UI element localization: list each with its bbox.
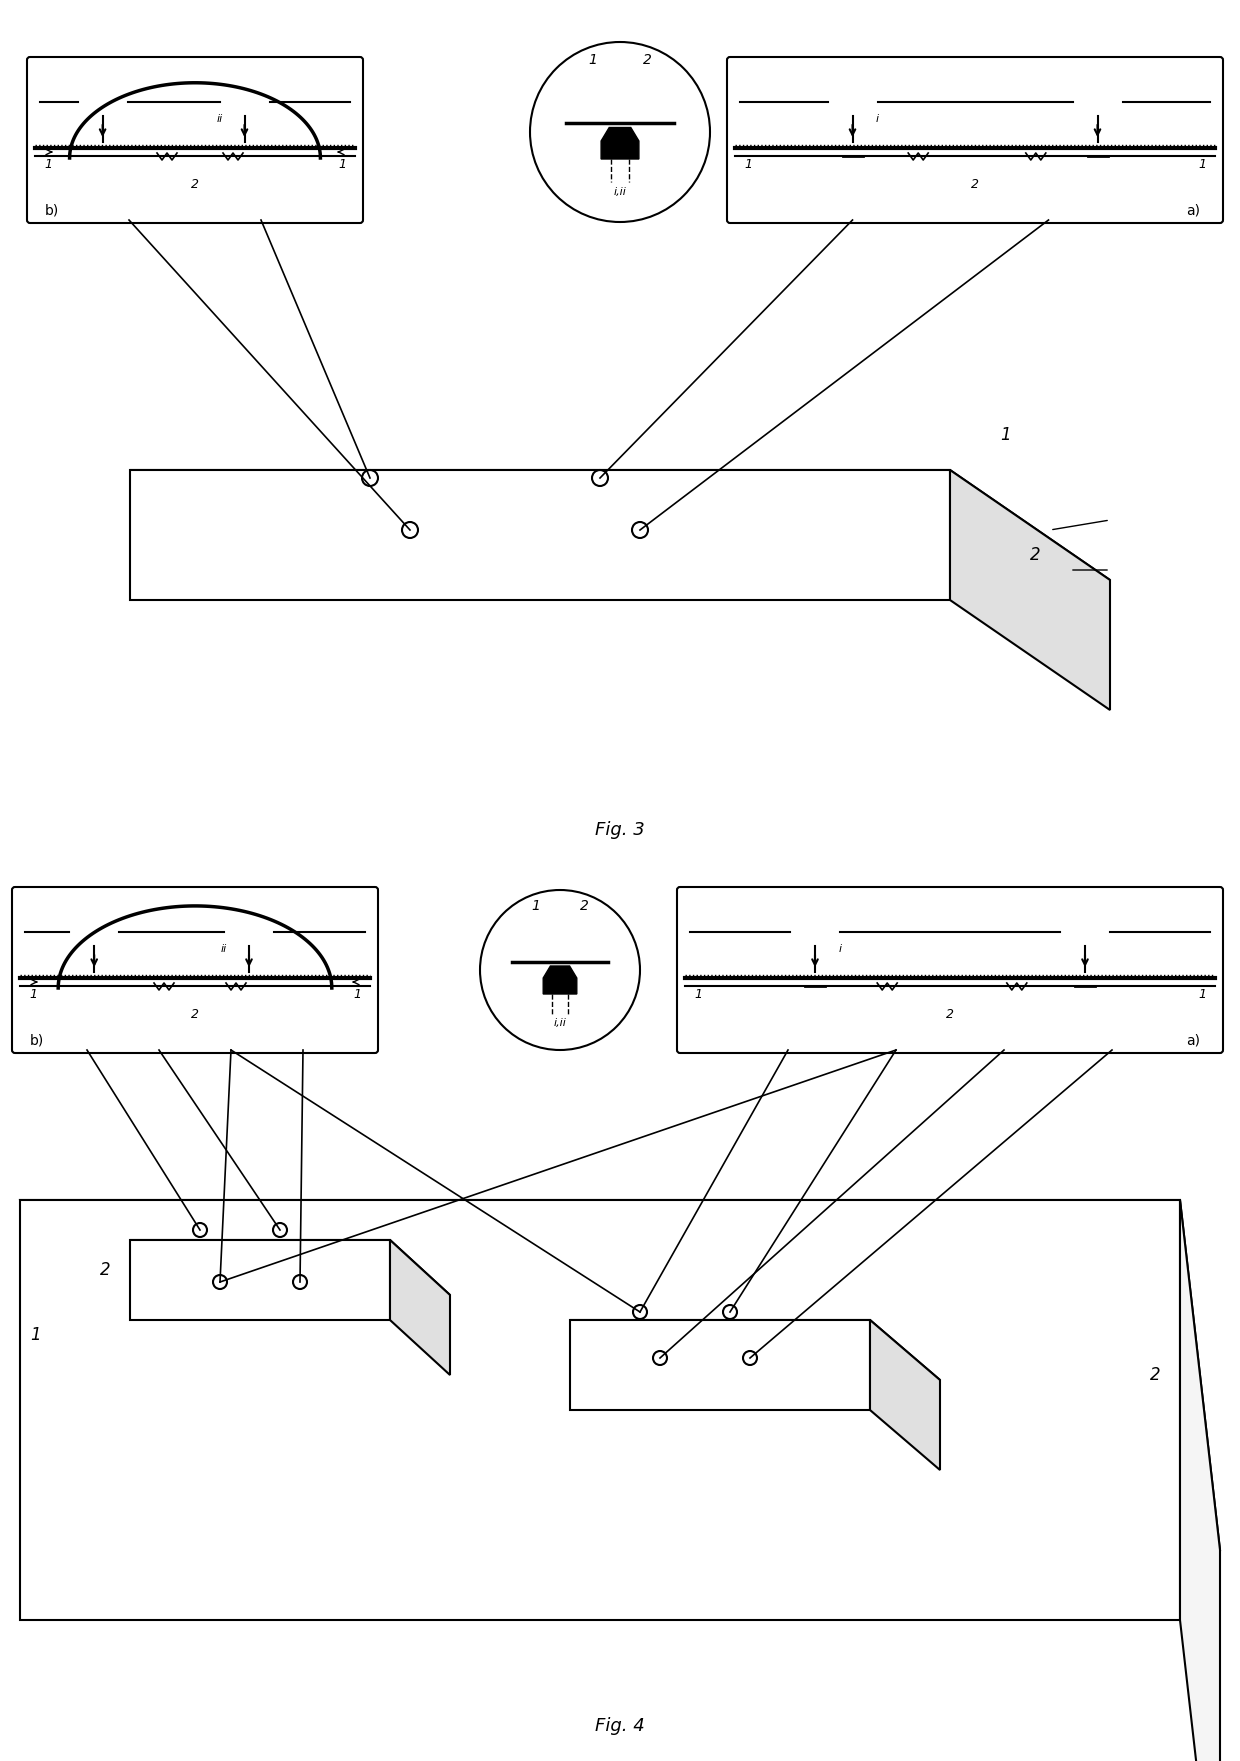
Polygon shape bbox=[570, 1321, 870, 1411]
Polygon shape bbox=[130, 1240, 391, 1321]
Text: 1: 1 bbox=[339, 158, 346, 171]
FancyBboxPatch shape bbox=[1060, 917, 1110, 946]
FancyBboxPatch shape bbox=[727, 56, 1223, 224]
Text: 1: 1 bbox=[29, 988, 37, 1000]
Text: 1: 1 bbox=[999, 426, 1011, 444]
Text: 1: 1 bbox=[532, 900, 541, 912]
Polygon shape bbox=[20, 1199, 1180, 1620]
Text: 2: 2 bbox=[579, 900, 589, 912]
FancyBboxPatch shape bbox=[219, 88, 269, 116]
Polygon shape bbox=[844, 148, 861, 166]
FancyBboxPatch shape bbox=[78, 88, 128, 116]
Text: 1: 1 bbox=[589, 53, 598, 67]
Text: 1: 1 bbox=[1198, 158, 1207, 171]
Text: 1: 1 bbox=[30, 1326, 41, 1344]
Text: 1: 1 bbox=[43, 158, 52, 171]
Text: a): a) bbox=[1185, 204, 1200, 218]
Text: 2: 2 bbox=[191, 178, 198, 190]
FancyBboxPatch shape bbox=[677, 888, 1223, 1053]
FancyBboxPatch shape bbox=[224, 917, 274, 946]
Polygon shape bbox=[570, 1321, 940, 1381]
Text: 1: 1 bbox=[1198, 988, 1207, 1000]
Text: i: i bbox=[875, 114, 879, 123]
Text: 2: 2 bbox=[1149, 1367, 1161, 1384]
Polygon shape bbox=[130, 470, 950, 601]
FancyBboxPatch shape bbox=[27, 56, 363, 224]
Text: i,ii: i,ii bbox=[553, 1018, 567, 1028]
Text: Fig. 4: Fig. 4 bbox=[595, 1717, 645, 1735]
Polygon shape bbox=[543, 967, 577, 993]
Text: 1: 1 bbox=[353, 988, 361, 1000]
Text: b): b) bbox=[30, 1034, 45, 1048]
Text: 2: 2 bbox=[100, 1261, 110, 1278]
Polygon shape bbox=[94, 148, 110, 166]
Polygon shape bbox=[130, 470, 1110, 579]
Text: 2: 2 bbox=[1030, 546, 1040, 564]
Polygon shape bbox=[601, 127, 639, 158]
Polygon shape bbox=[237, 148, 253, 166]
Text: a): a) bbox=[1185, 1034, 1200, 1048]
Text: b): b) bbox=[45, 204, 60, 218]
Polygon shape bbox=[870, 1321, 940, 1470]
Text: Fig. 3: Fig. 3 bbox=[595, 821, 645, 838]
Text: 2: 2 bbox=[191, 1007, 198, 1021]
FancyBboxPatch shape bbox=[69, 917, 119, 946]
Polygon shape bbox=[1078, 977, 1092, 997]
Polygon shape bbox=[130, 1240, 450, 1294]
Text: 2: 2 bbox=[946, 1007, 954, 1021]
Text: i: i bbox=[838, 944, 842, 954]
Polygon shape bbox=[1090, 148, 1106, 166]
Text: 1: 1 bbox=[694, 988, 702, 1000]
Polygon shape bbox=[391, 1240, 450, 1375]
FancyBboxPatch shape bbox=[827, 88, 878, 116]
Polygon shape bbox=[1180, 1199, 1220, 1761]
Text: ii: ii bbox=[216, 114, 223, 123]
Text: 2: 2 bbox=[971, 178, 980, 190]
Text: ii: ii bbox=[221, 944, 227, 954]
Polygon shape bbox=[87, 977, 102, 997]
FancyBboxPatch shape bbox=[1073, 88, 1122, 116]
Text: 1: 1 bbox=[744, 158, 751, 171]
Polygon shape bbox=[241, 977, 257, 997]
Text: 2: 2 bbox=[642, 53, 651, 67]
FancyBboxPatch shape bbox=[790, 917, 839, 946]
FancyBboxPatch shape bbox=[12, 888, 378, 1053]
Text: i,ii: i,ii bbox=[614, 187, 626, 197]
Polygon shape bbox=[807, 977, 823, 997]
Polygon shape bbox=[950, 470, 1110, 710]
